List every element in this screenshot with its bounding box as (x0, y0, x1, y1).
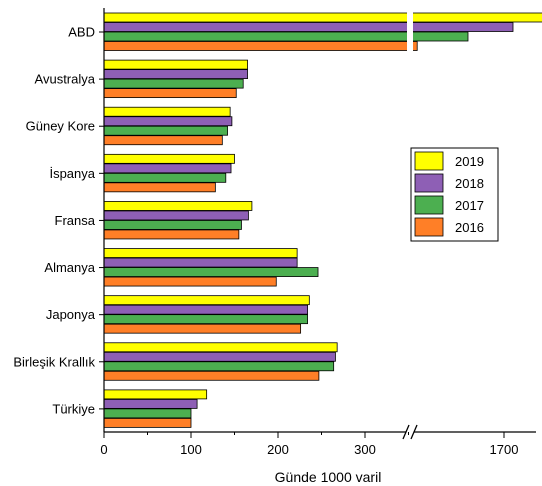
x-axis-title: Günde 1000 varil (275, 469, 382, 485)
bar-avustralya-2017 (103, 78, 244, 89)
axis-break-slash-2 (410, 424, 418, 440)
axis-break-gap (407, 6, 413, 56)
category-label-fransa: Fransa (55, 213, 96, 228)
x-tick-label-1700: 1700 (490, 442, 519, 457)
legend-swatch-2017 (414, 195, 444, 215)
bar-abd-2016 (103, 41, 418, 51)
legend-swatch-2019 (414, 151, 444, 171)
category-label-japonya: Japonya (46, 307, 96, 322)
bar-fransa-2017 (103, 220, 242, 230)
bar-avustralya-2019 (103, 59, 248, 70)
bar-abd-2018 (103, 22, 514, 32)
legend-label-2017: 2017 (455, 198, 484, 213)
bar-fransa-2016 (103, 229, 240, 240)
legend-swatch-2016 (414, 217, 444, 237)
bar-almanya-2017 (103, 267, 319, 277)
bar-avustralya-2018 (103, 69, 248, 80)
bar-birlesik-krall-k-2018 (103, 351, 336, 362)
bar-guney-kore-2018 (103, 116, 233, 127)
bar-japonya-2018 (103, 304, 308, 315)
x-tick-label-0: 0 (100, 442, 107, 457)
legend: 2019 2018 2017 2016 (410, 147, 499, 242)
bar-ispanya-2019 (103, 153, 235, 164)
bars-layer (103, 6, 542, 428)
category-label-abd: ABD (68, 25, 95, 40)
bar-japonya-2019 (103, 295, 310, 306)
bar-almanya-2019 (103, 248, 298, 258)
bar-turkiye-2019 (103, 389, 208, 400)
bar-birlesik-krall-k-2017 (103, 361, 335, 372)
bar-ispanya-2018 (103, 163, 232, 174)
bar-ispanya-2016 (103, 182, 216, 193)
bar-guney-kore-2017 (103, 125, 228, 136)
legend-label-2019: 2019 (455, 154, 484, 169)
category-label-avustralya: Avustralya (35, 72, 96, 87)
bar-almanya-2016 (103, 276, 277, 287)
bar-abd-2017 (103, 31, 469, 42)
category-label-ispanya: İspanya (49, 166, 95, 181)
bar-turkiye-2018 (103, 398, 198, 409)
bar-turkiye-2016 (103, 417, 192, 428)
x-tick-labels: 0 100 200 300 1700 (100, 432, 518, 457)
bar-turkiye-2017 (103, 408, 192, 419)
axis-break-slash-1 (402, 424, 410, 440)
category-label-turkiye: Türkiye (52, 401, 95, 416)
x-tick-label-300: 300 (354, 442, 376, 457)
bar-birlesik-krall-k-2019 (103, 342, 338, 353)
bar-avustralya-2016 (103, 88, 237, 99)
bar-abd-2019 (103, 12, 542, 23)
legend-label-2016: 2016 (455, 220, 484, 235)
x-tick-label-100: 100 (180, 442, 202, 457)
x-tick-label-200: 200 (267, 442, 289, 457)
bar-fransa-2018 (103, 210, 249, 221)
category-label-birlesik-krall-k: Birleşik Krallık (13, 354, 95, 369)
bar-guney-kore-2019 (103, 106, 231, 117)
bar-japonya-2017 (103, 314, 308, 325)
bar-fransa-2019 (103, 201, 253, 211)
bar-japonya-2016 (103, 323, 302, 334)
bar-ispanya-2017 (103, 172, 227, 183)
bar-almanya-2018 (103, 257, 298, 268)
category-label-guney-kore: Güney Kore (26, 119, 95, 134)
legend-swatch-2018 (414, 173, 444, 193)
category-label-almanya: Almanya (44, 260, 95, 275)
bar-birlesik-krall-k-2016 (103, 370, 320, 381)
legend-label-2018: 2018 (455, 176, 484, 191)
bar-guney-kore-2016 (103, 135, 223, 146)
category-labels: ABD Avustralya Güney Kore İspanya Fransa Alma… (13, 25, 104, 416)
